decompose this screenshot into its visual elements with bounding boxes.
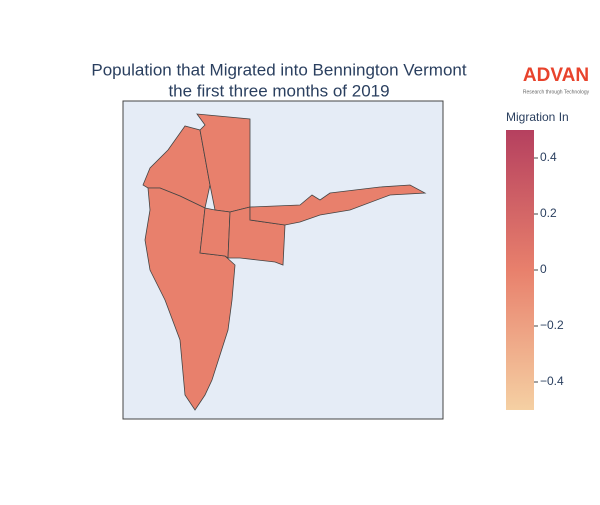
logo-tagline: Research through Technology — [523, 89, 590, 95]
colorbar-tick-label: 0.4 — [540, 150, 557, 164]
map — [142, 113, 427, 411]
chart-title: Population that Migrated into Bennington… — [91, 60, 466, 79]
region — [199, 207, 231, 259]
region — [249, 184, 427, 226]
colorbar-tick-label: 0 — [540, 262, 547, 276]
colorbar-title: Migration In — [506, 110, 569, 124]
logo: ADVAN — [523, 65, 589, 86]
colorbar-tick-label: −0.2 — [540, 318, 564, 332]
colorbar — [506, 130, 534, 410]
chart-title: the first three months of 2019 — [168, 81, 389, 100]
colorbar-tick-label: 0.2 — [540, 206, 557, 220]
colorbar-tick-label: −0.4 — [540, 374, 564, 388]
